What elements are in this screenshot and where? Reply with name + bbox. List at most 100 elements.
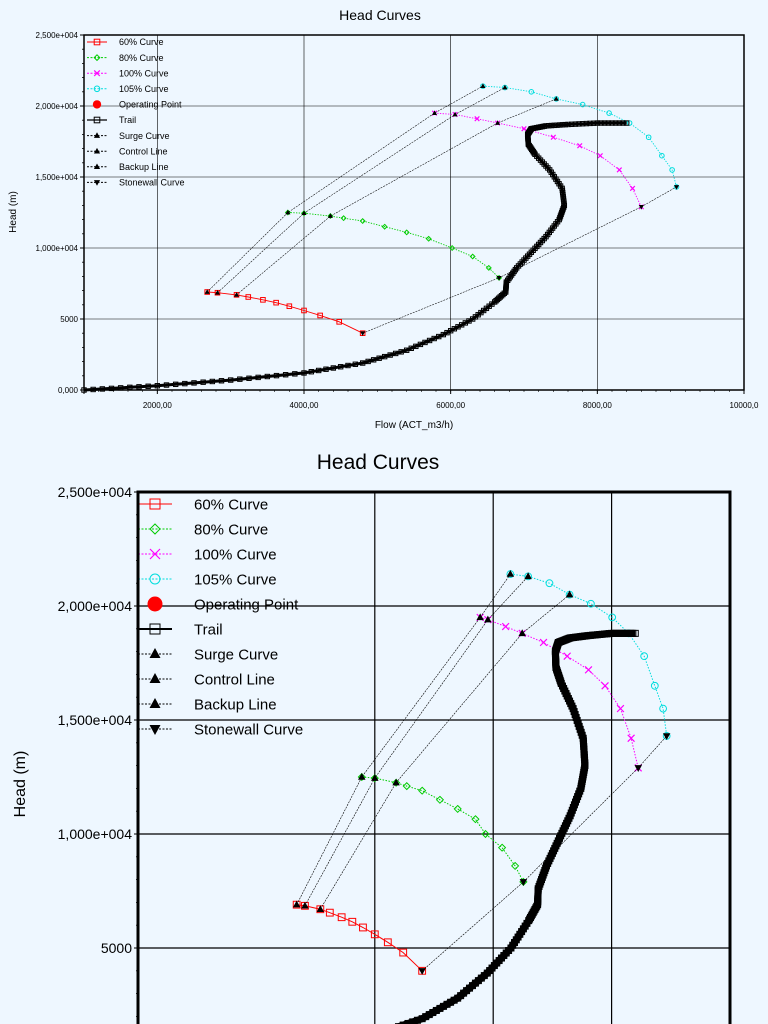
data-point [360, 331, 366, 336]
plot-area-frame [83, 34, 745, 391]
legend-marker [93, 116, 101, 124]
data-point [345, 362, 351, 369]
data-point [413, 1016, 421, 1024]
legend-label: 80% Curve [194, 521, 268, 538]
legend-entry-100pct-curve: 100% Curve [138, 546, 277, 563]
legend-entry-control-line: Control Line [138, 671, 275, 688]
data-point [590, 120, 597, 126]
data-point [357, 772, 366, 782]
data-point [359, 360, 366, 366]
series-80pct-curve [357, 772, 528, 886]
data-point [447, 998, 455, 1006]
data-point [638, 204, 644, 210]
series-line [482, 85, 677, 188]
data-point [551, 122, 557, 129]
data-point [501, 622, 510, 631]
data-point [594, 120, 601, 126]
series-stonewall-curve [360, 185, 680, 336]
x-tick-label: 10000,0 [730, 401, 759, 410]
data-point [587, 120, 593, 127]
data-point [562, 121, 568, 128]
data-point [550, 134, 557, 140]
data-point [510, 861, 520, 871]
data-point [548, 122, 555, 129]
legend-label: 105% Curve [119, 84, 169, 94]
legend-entry-backup-line: Backup Line [138, 696, 277, 713]
y-tick-label: 1,000e+004 [58, 826, 133, 842]
series-control-line [301, 572, 532, 909]
legend-marker [149, 648, 161, 658]
data-point [404, 1019, 412, 1024]
legend-marker [149, 573, 161, 585]
data-point [608, 613, 617, 622]
grid [84, 35, 744, 390]
legend-label: 80% Curve [119, 53, 164, 63]
data-point [616, 167, 623, 173]
legend-label: 105% Curve [194, 571, 277, 588]
data-point [359, 218, 366, 225]
data-point [553, 96, 559, 101]
legend-label: Backup Line [194, 696, 277, 713]
head-curves-chart-zoomed: Head Curves 5000 1,000e+004 1,500e+004 2,00… [12, 451, 732, 1024]
data-point [383, 938, 392, 947]
data-point [452, 111, 458, 117]
series-105pct-curve [506, 570, 671, 740]
data-point [286, 303, 293, 310]
data-point [436, 1004, 444, 1012]
data-point [301, 901, 309, 909]
axis-ticks: 5000 1,000e+004 1,500e+004 2,000e+004 2,500e… [58, 484, 138, 1017]
data-point [484, 615, 492, 623]
legend-label: Operating Point [194, 596, 299, 613]
data-point [352, 361, 359, 367]
legend-entry-60pct-curve: 60% Curve [138, 496, 268, 513]
data-point [469, 253, 476, 260]
data-point [502, 84, 508, 90]
data-point [340, 215, 347, 222]
data-point [381, 223, 388, 230]
data-point [209, 378, 216, 385]
legend-marker [93, 38, 101, 46]
series-line [422, 735, 667, 972]
data-point [392, 778, 400, 786]
data-point [546, 123, 552, 129]
data-point [640, 652, 649, 661]
legend: 60% Curve 80% Curve 100% Curve 105% Curve Op… [138, 496, 303, 738]
legend-label: Backup Line [119, 162, 169, 172]
data-point [255, 374, 261, 381]
legend-marker [93, 163, 101, 170]
data-point [392, 350, 399, 357]
legend-entry-operating-point: Operating Point [92, 100, 182, 110]
data-point [662, 733, 671, 741]
data-point [586, 599, 595, 608]
legend-label: Trail [119, 115, 136, 125]
legend-entry-stonewall-curve: Stonewall Curve [87, 178, 185, 188]
legend-entry-control-line: Control Line [87, 146, 168, 156]
data-point [518, 629, 526, 637]
series-100pct-curve [476, 613, 643, 772]
legend-marker [149, 673, 161, 683]
data-point [337, 913, 346, 922]
data-point [246, 375, 252, 381]
head-curves-chart-overview: Head Curves 0,000 5000 1,000e+004 1,500e+00… [8, 7, 759, 431]
data-point [292, 371, 298, 377]
data-point [317, 312, 323, 319]
data-point [481, 829, 490, 839]
data-point [422, 1013, 430, 1021]
y-tick-label: 1,500e+004 [36, 173, 79, 182]
legend-marker [93, 180, 101, 186]
legend-entry-operating-point: Operating Point [147, 596, 299, 613]
legend-entry-surge-curve: Surge Curve [138, 646, 278, 663]
data-point [597, 152, 603, 159]
legend-label: Operating Point [119, 100, 182, 110]
series-group [81, 83, 680, 393]
data-point [669, 167, 675, 173]
series-60pct-curve [292, 900, 427, 975]
legend-entry-105pct-curve: 105% Curve [87, 84, 169, 94]
legend-marker [149, 523, 161, 535]
y-tick-label: 1,000e+004 [36, 244, 79, 253]
data-point [612, 120, 619, 126]
legend-entry-100pct-curve: 100% Curve [87, 68, 169, 78]
y-tick-label: 2,000e+004 [58, 598, 133, 614]
data-point [579, 101, 586, 108]
data-point [538, 873, 546, 881]
